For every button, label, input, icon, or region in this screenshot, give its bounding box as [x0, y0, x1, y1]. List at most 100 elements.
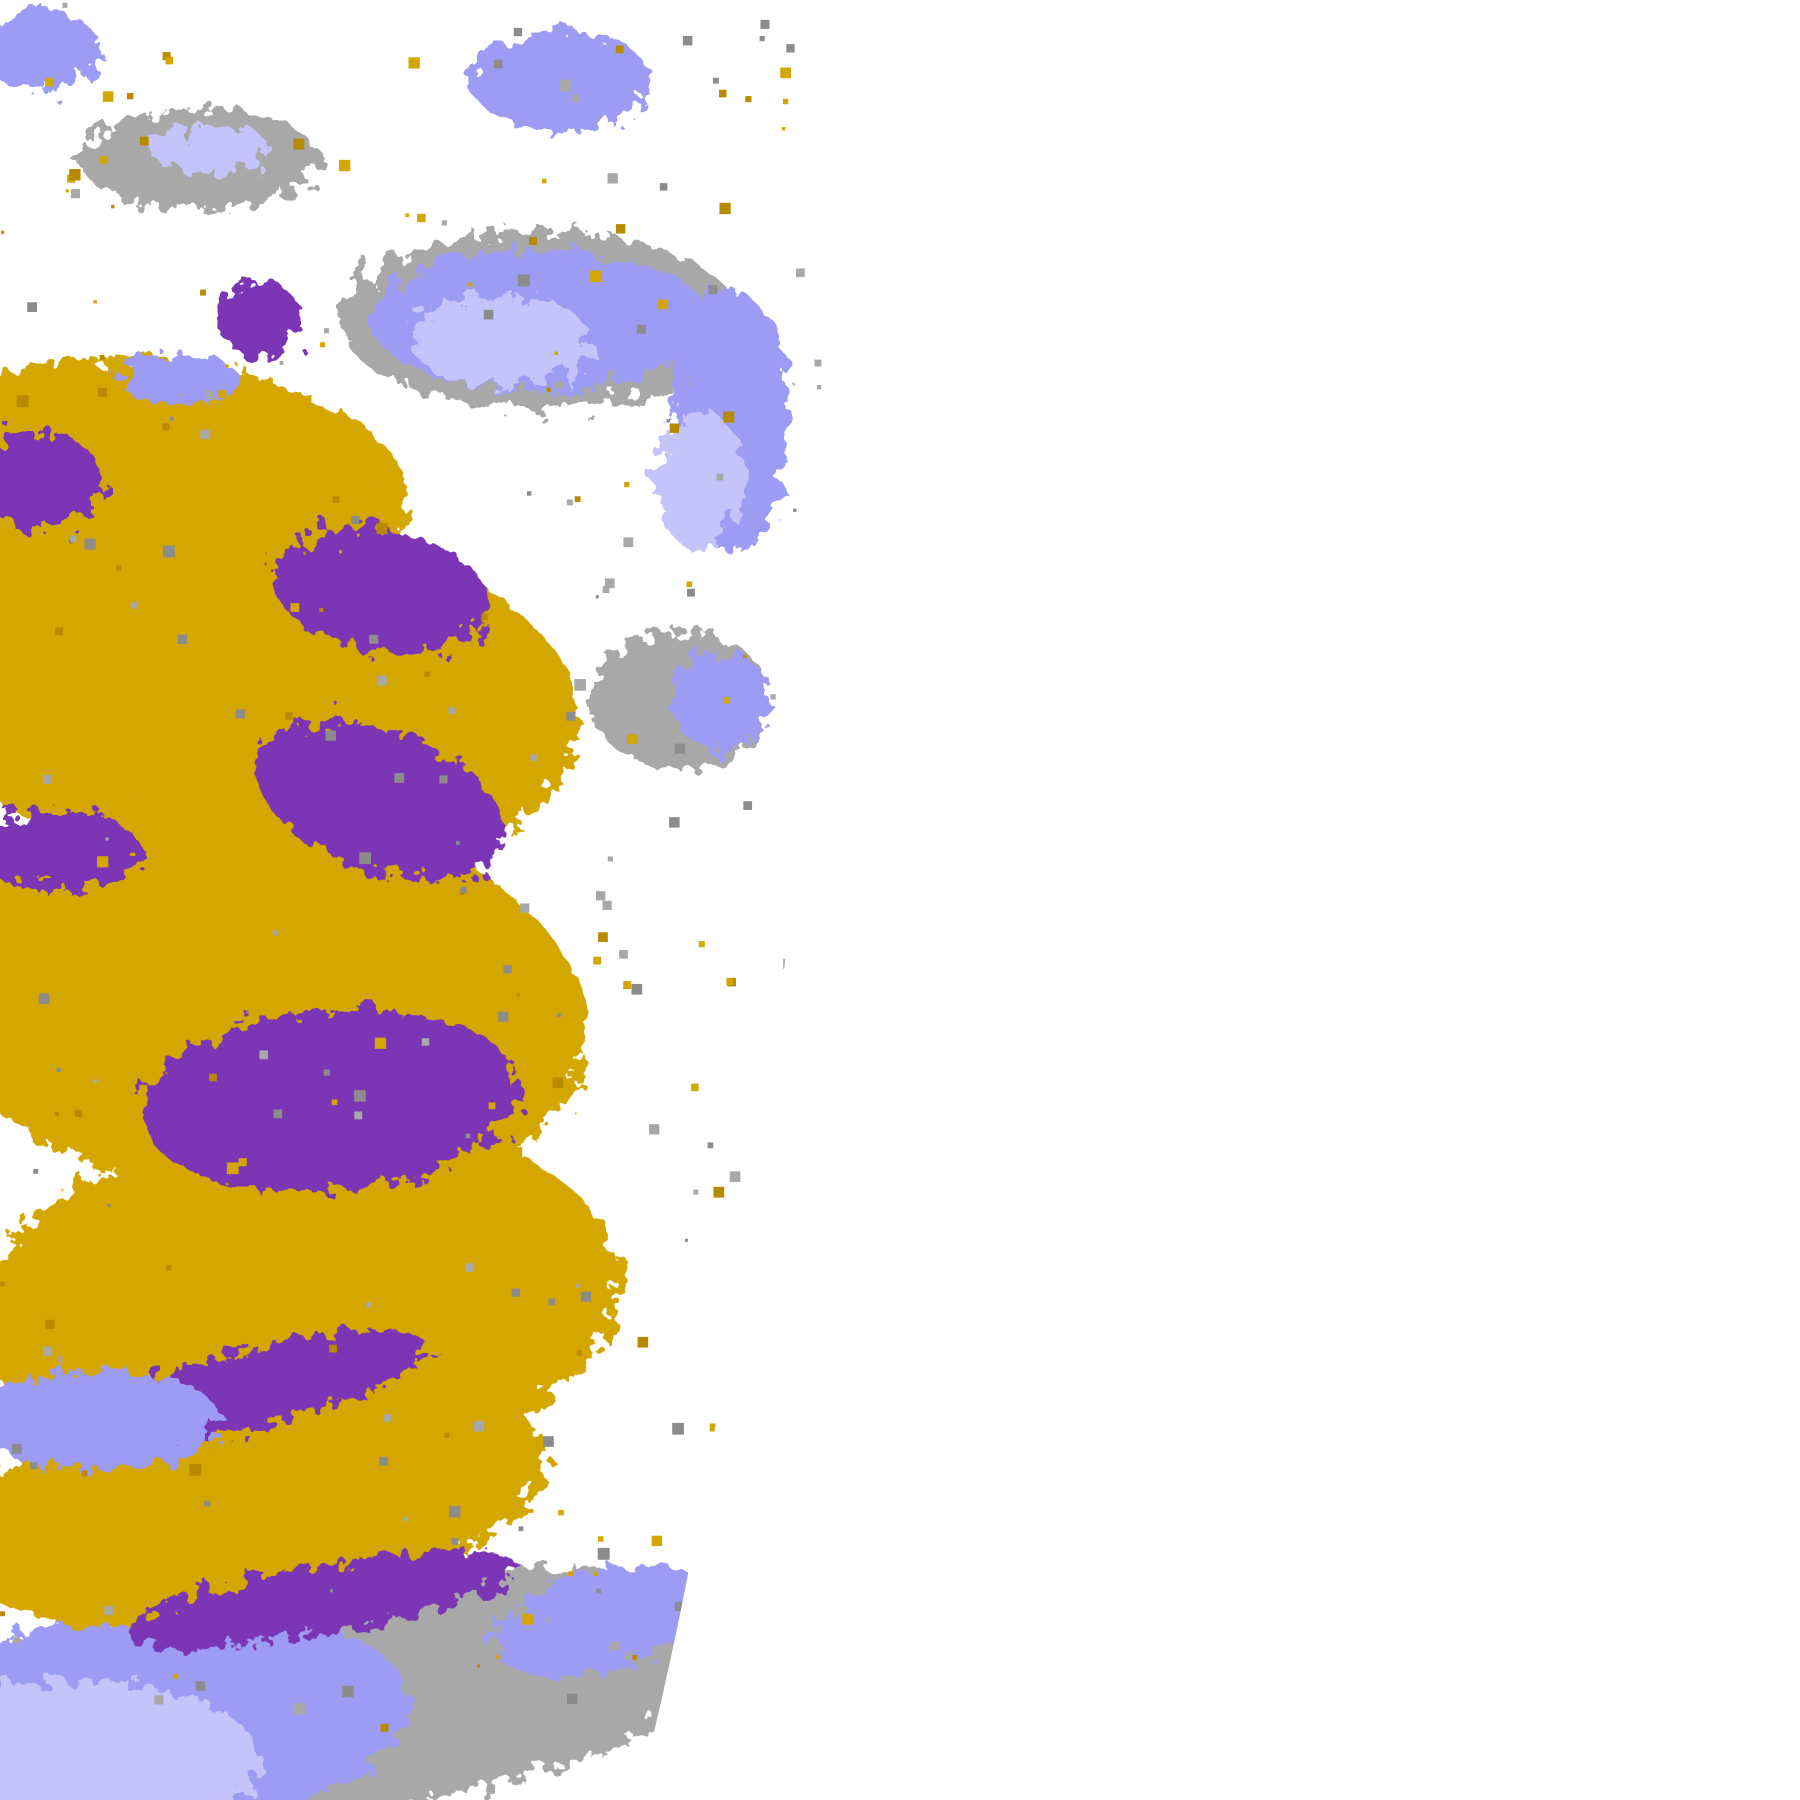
cloud-speckle [541, 178, 547, 184]
cloud-speckle [774, 1289, 784, 1298]
cloud-speckle [339, 550, 343, 554]
cloud-speckle [70, 189, 81, 199]
cloud-speckle [674, 1602, 684, 1612]
cloud-speckle [303, 551, 307, 555]
cloud-speckle [750, 1400, 761, 1410]
cloud-speckle [789, 1401, 798, 1410]
cloud-speckle [760, 19, 770, 29]
cloud-speckle [374, 1037, 387, 1049]
cloud-speckle [631, 983, 643, 995]
cloud-speckle [408, 57, 420, 69]
cloud-speckle [154, 1695, 164, 1705]
cloud-speckle [607, 856, 613, 862]
cloud-speckle [548, 1298, 555, 1306]
cloud-speckle [590, 270, 602, 283]
cloud-speckle [658, 299, 668, 310]
cloud-speckle [7, 377, 15, 385]
cloud-speckle [481, 613, 488, 621]
cloud-speckle [166, 1265, 172, 1271]
cloud-speckle [126, 92, 134, 100]
cloud-speckle [107, 1203, 111, 1208]
cloud-speckle [518, 1526, 524, 1532]
cloud-speckle [1, 230, 5, 234]
cloud-speckle [162, 52, 171, 61]
cloud-speckle [759, 36, 765, 42]
cloud-speckle [273, 1109, 283, 1119]
cloud-speckle [16, 395, 29, 408]
cloud-speckle [97, 856, 109, 868]
cloud-speckle [38, 993, 50, 1004]
cloud-speckle [716, 473, 724, 481]
cloud-speckle [354, 1111, 363, 1120]
cloud-speckle [543, 1436, 554, 1447]
cloud-speckle [351, 516, 360, 525]
cloud-speckle [226, 1162, 239, 1175]
cloud-speckle [37, 1073, 46, 1082]
cloud-speckle [602, 586, 610, 594]
cloud-speckle [366, 1302, 372, 1308]
cloud-speckle [439, 775, 448, 784]
cloud-speckle [417, 213, 426, 223]
cloud-speckle [498, 1011, 509, 1022]
cloud-speckle [200, 289, 207, 296]
cloud-speckle [354, 1090, 366, 1102]
cloud-speckle [204, 1500, 211, 1507]
cloud-speckle [719, 89, 727, 98]
cloud-speckle [529, 236, 538, 245]
cloud-speckle [465, 1263, 474, 1272]
cloud-speckle [84, 538, 96, 550]
cloud-speckle [424, 671, 430, 677]
cloud-speckle [34, 405, 39, 409]
cloud-speckle [513, 27, 523, 37]
cloud-speckle [30, 1462, 38, 1470]
cloud-region-purple [0, 430, 100, 530]
cloud-speckle [272, 930, 278, 936]
cloud-speckle [593, 1571, 598, 1577]
cloud-speckle [619, 949, 628, 959]
cloud-speckle [342, 1685, 354, 1698]
cloud-speckle [783, 958, 794, 969]
cloud-speckle [566, 711, 576, 721]
cloud-speckle [473, 1420, 485, 1432]
cloud-speckle [238, 1158, 247, 1167]
cloud-speckle [782, 98, 789, 105]
cloud-speckle [615, 45, 624, 54]
cloud-speckle [54, 1111, 59, 1117]
cloud-speckle [359, 852, 371, 865]
cloud-region-lavender [0, 1680, 260, 1800]
cloud-speckle [383, 1414, 392, 1422]
cloud-speckle [530, 754, 537, 762]
cloud-speckle [723, 411, 735, 423]
cloud-speckle [332, 496, 340, 504]
cloud-speckle [771, 1522, 777, 1528]
cloud-speckle [169, 416, 174, 421]
cloud-speckle [488, 1102, 496, 1110]
cloud-speckle [33, 1168, 39, 1174]
cloud-speckle [23, 1471, 29, 1477]
cloud-speckle [111, 204, 115, 209]
cloud-speckle [769, 1209, 776, 1217]
cloud-speckle [177, 634, 188, 645]
cloud-speckle [572, 94, 580, 102]
cloud-speckle [205, 390, 215, 399]
cloud-speckle [526, 491, 532, 496]
cloud-region-gold [0, 358, 410, 602]
cloud-speckle [687, 588, 695, 597]
cloud-speckle [615, 224, 626, 234]
cloud-speckle [780, 67, 792, 79]
cloud-speckle [602, 900, 612, 910]
cloud-speckle [815, 739, 826, 750]
cloud-speckle [209, 1073, 217, 1082]
cloud-speckle [786, 44, 795, 53]
cloud-speckle [598, 932, 608, 943]
cloud-speckle [81, 1470, 88, 1477]
cloud-speckle [604, 578, 615, 589]
cloud-speckle [598, 1536, 604, 1542]
cloud-speckle [173, 1673, 179, 1679]
cloud-speckle [421, 1038, 430, 1046]
cloud-speckle [449, 1506, 461, 1518]
cloud-speckle [559, 79, 571, 92]
cloud-region-periwinkle [0, 1370, 220, 1470]
cloud-speckle [566, 499, 573, 506]
cloud-speckle [557, 1013, 561, 1017]
